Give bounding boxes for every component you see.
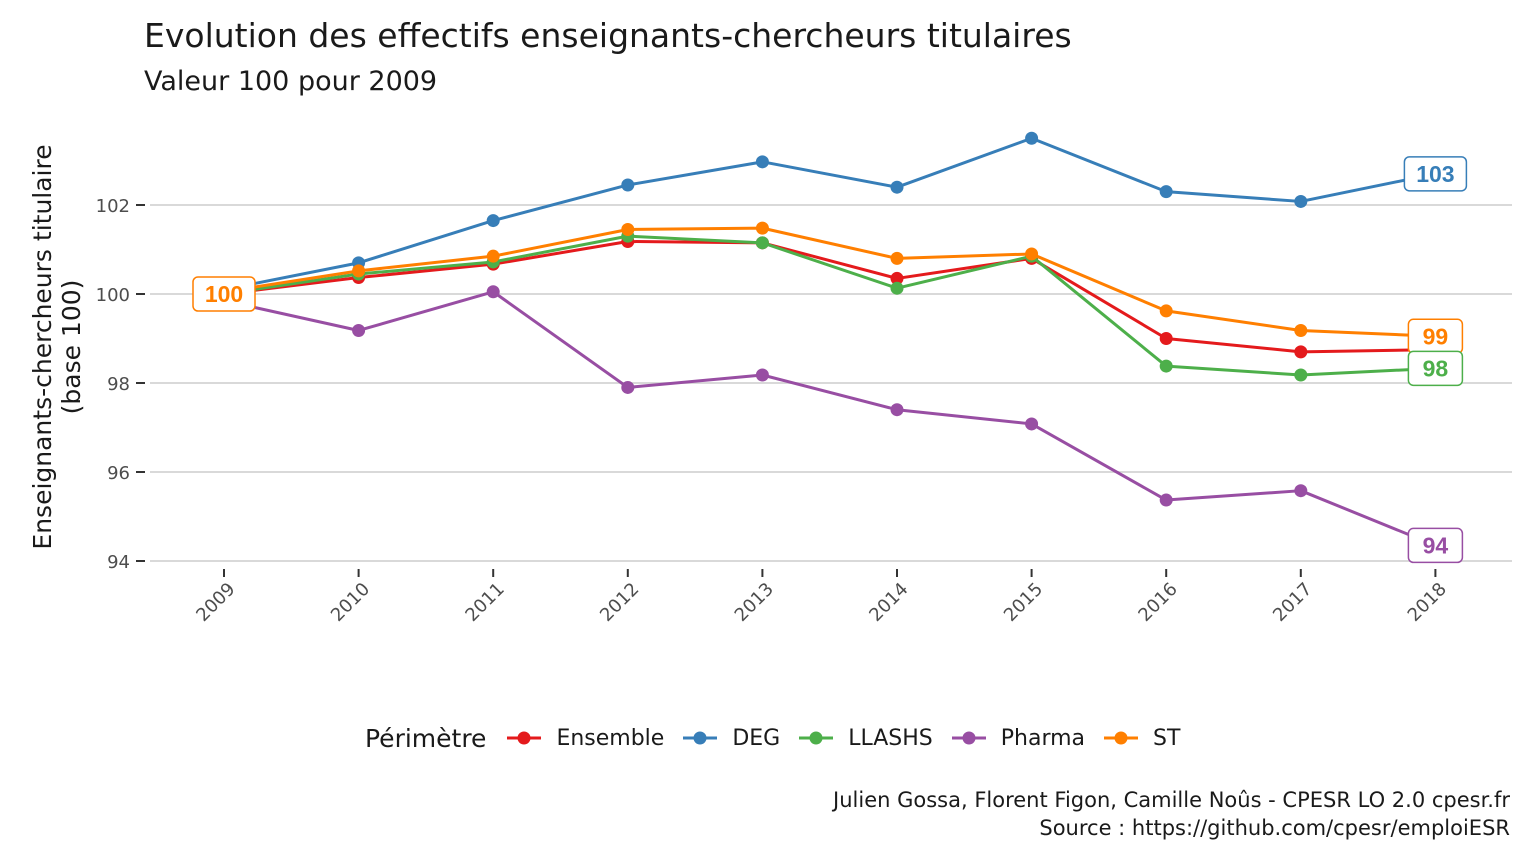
series-line (223, 239, 1436, 354)
y-tick-label: 102 (96, 196, 130, 217)
data-point (486, 214, 500, 228)
series-st (217, 221, 1442, 343)
legend-label: Pharma (1000, 725, 1086, 751)
end-label-box (1403, 156, 1468, 192)
data-point (1025, 417, 1039, 431)
x-tick-label: 2015 (1000, 579, 1047, 626)
y-tick-label: 100 (96, 285, 130, 306)
end-label-text: 99 (1423, 323, 1449, 349)
data-point (890, 403, 904, 417)
legend-item-ensemble: Ensemble (506, 726, 664, 751)
y-tick-label: 98 (107, 374, 130, 395)
data-point (755, 236, 769, 250)
end-label-text: 94 (1423, 532, 1449, 558)
x-tick-label: 2017 (1269, 579, 1316, 626)
caption-source: Source : https://github.com/cpesr/emploi… (1039, 816, 1510, 840)
chart-subtitle: Valeur 100 pour 2009 (144, 66, 438, 97)
legend-label: Ensemble (556, 725, 665, 751)
x-tick-label: 2014 (865, 579, 912, 626)
series (217, 131, 1442, 552)
data-point (352, 264, 366, 278)
x-axis: 2009 2010 2011 2012 2013 2014 2015 2016 2017 2018 (192, 569, 1451, 626)
end-label-100: 100 (192, 276, 256, 312)
end-labels: 100 103 99 98 94 (192, 156, 1468, 564)
data-point (1159, 304, 1173, 318)
data-point (1159, 359, 1173, 373)
data-point (1294, 368, 1308, 382)
legend-key (507, 731, 542, 745)
y-tick-label: 94 (107, 552, 130, 573)
legend-label: ST (1153, 725, 1181, 751)
gridlines (150, 204, 1512, 562)
data-point (755, 221, 769, 235)
data-point (1294, 194, 1308, 208)
end-label-text: 98 (1423, 355, 1449, 381)
end-label-box (1407, 350, 1464, 387)
end-label-98: 98 (1407, 350, 1464, 387)
data-point (352, 323, 366, 337)
legend-key (1104, 731, 1139, 745)
end-label-box (1407, 527, 1464, 564)
y-axis-title-line1: Enseignants-chercheurs titulaire (28, 144, 57, 549)
legend-label: LLASHS (848, 725, 933, 751)
y-axis-title-line2: (base 100) (57, 280, 86, 415)
data-point (1159, 185, 1173, 199)
series-line (223, 234, 1436, 377)
data-point (1294, 484, 1308, 498)
x-tick-label: 2009 (192, 579, 239, 626)
data-point (1159, 332, 1173, 345)
data-point (1025, 247, 1039, 261)
data-point (1025, 131, 1039, 145)
legend-label: DEG (732, 725, 781, 751)
data-point (1294, 345, 1308, 359)
caption: Julien Gossa, Florent Figon, Camille Noû… (833, 786, 1510, 842)
legend-items: Ensemble DEG LLASHS Pharma ST (506, 726, 1198, 751)
legend-item-st: ST (1103, 726, 1180, 751)
data-point (486, 285, 500, 299)
series-ensemble (217, 234, 1442, 359)
end-label-text: 103 (1416, 161, 1454, 187)
legend-title: Périmètre (365, 723, 487, 753)
legend-key (951, 731, 986, 745)
end-label-text: 100 (205, 281, 243, 307)
x-tick-label: 2012 (596, 579, 643, 626)
data-point (621, 178, 635, 192)
data-point (1294, 323, 1308, 337)
series-line (223, 226, 1436, 338)
x-tick-label: 2013 (731, 579, 778, 626)
data-point (621, 222, 635, 236)
x-tick-label: 2011 (461, 579, 508, 626)
data-point (621, 380, 635, 394)
data-point (890, 281, 904, 295)
series-llashs (217, 229, 1442, 382)
data-point (1159, 493, 1173, 507)
legend: Périmètre Ensemble DEG LLASHS Pharma ST (365, 718, 1198, 758)
x-tick-label: 2016 (1134, 579, 1181, 626)
y-axis: 94 96 98 100 102 (96, 196, 145, 573)
end-label-103: 103 (1403, 156, 1468, 192)
data-point (755, 155, 769, 169)
legend-key (683, 731, 718, 745)
end-label-99: 99 (1407, 318, 1464, 355)
series-line (223, 136, 1436, 292)
data-point (890, 180, 904, 194)
legend-item-pharma: Pharma (951, 726, 1085, 751)
data-point (755, 368, 769, 382)
end-label-box (192, 276, 256, 312)
data-point (486, 249, 500, 263)
legend-item-deg: DEG (682, 726, 780, 751)
legend-key (799, 731, 834, 745)
data-point (890, 251, 904, 265)
x-tick-label: 2018 (1404, 579, 1451, 626)
y-tick-label: 96 (107, 463, 130, 484)
series-line (223, 290, 1436, 547)
legend-item-llashs: LLASHS (798, 726, 933, 751)
chart-title: Evolution des effectifs enseignants-cher… (144, 16, 1072, 55)
x-tick-label: 2010 (327, 579, 374, 626)
data-point (890, 271, 904, 285)
end-label-94: 94 (1407, 527, 1464, 564)
caption-authors: Julien Gossa, Florent Figon, Camille Noû… (833, 788, 1510, 812)
